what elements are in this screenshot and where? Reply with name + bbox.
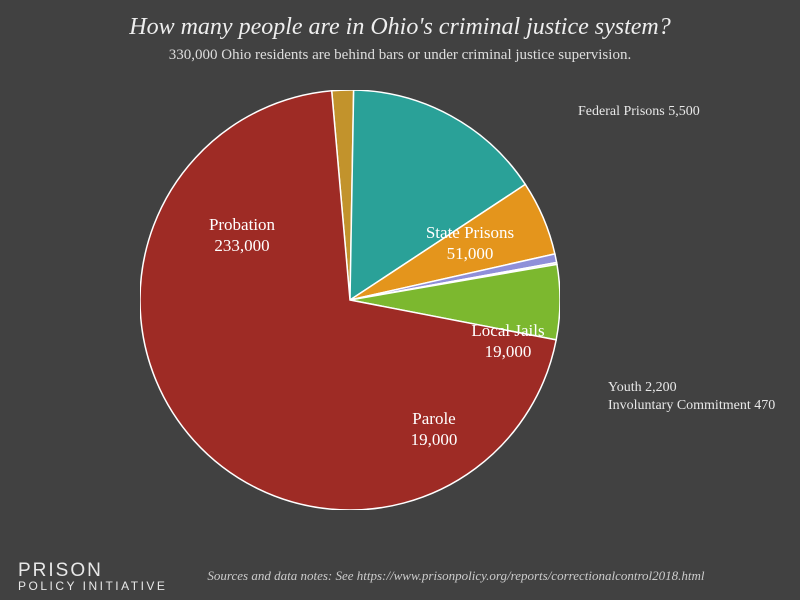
footer: PRISON POLICY INITIATIVE Sources and dat… bbox=[0, 552, 800, 600]
org-logo: PRISON POLICY INITIATIVE bbox=[18, 561, 167, 592]
slice-label-external: Youth 2,200 bbox=[608, 380, 677, 396]
pie-svg bbox=[140, 90, 560, 510]
source-note: Sources and data notes: See https://www.… bbox=[207, 568, 704, 584]
slice-label: Local Jails19,000 bbox=[448, 320, 568, 363]
logo-line2: POLICY INITIATIVE bbox=[18, 580, 167, 592]
slice-label: Probation233,000 bbox=[182, 214, 302, 257]
page-title: How many people are in Ohio's criminal j… bbox=[0, 0, 800, 41]
slice-label: Parole19,000 bbox=[374, 408, 494, 451]
pie-chart: Federal Prisons 5,500 State Prisons51,000… bbox=[0, 80, 800, 520]
slice-label-external: Federal Prisons 5,500 bbox=[578, 104, 700, 120]
logo-line1: PRISON bbox=[18, 561, 167, 580]
slice-label-external: Involuntary Commitment 470 bbox=[608, 398, 775, 414]
page-subtitle: 330,000 Ohio residents are behind bars o… bbox=[0, 41, 800, 64]
slice-label: State Prisons51,000 bbox=[410, 222, 530, 265]
